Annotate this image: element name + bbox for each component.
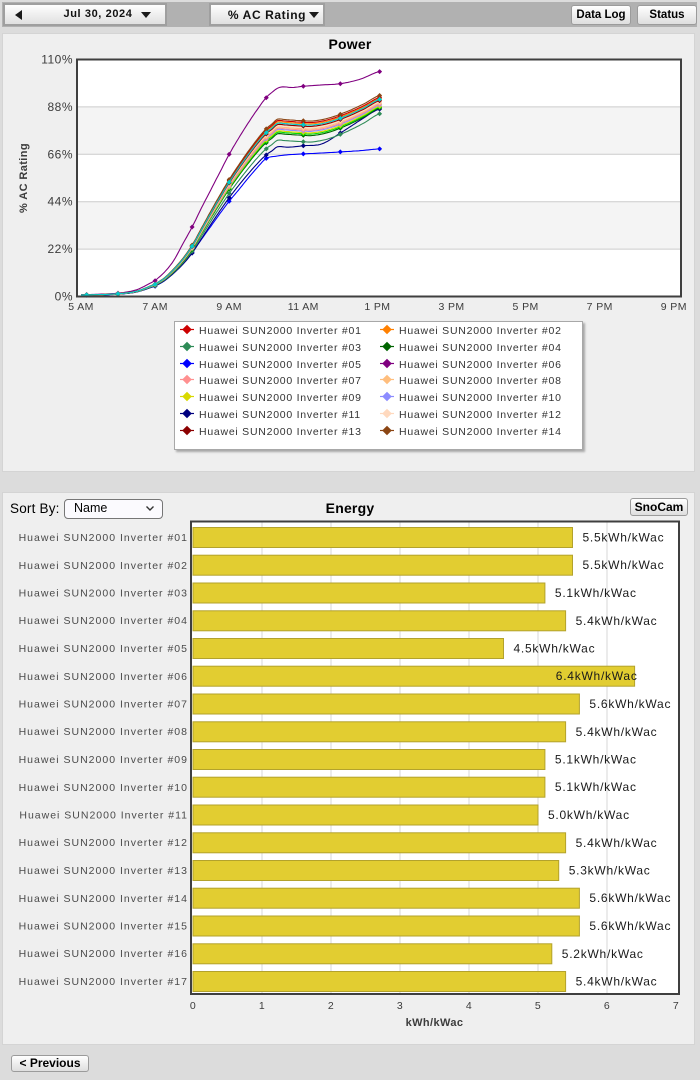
svg-text:11 AM: 11 AM [288,301,319,313]
svg-text:Huawei SUN2000 Inverter #03: Huawei SUN2000 Inverter #03 [19,588,188,600]
svg-text:5.6kWh/kWac: 5.6kWh/kWac [589,697,671,711]
svg-text:5.5kWh/kWac: 5.5kWh/kWac [583,558,665,572]
svg-text:Huawei SUN2000 Inverter #08: Huawei SUN2000 Inverter #08 [19,726,188,738]
svg-text:Huawei SUN2000 Inverter #09: Huawei SUN2000 Inverter #09 [19,754,188,766]
svg-text:5.0kWh/kWac: 5.0kWh/kWac [548,808,630,822]
svg-text:7 PM: 7 PM [587,301,613,313]
svg-text:9 PM: 9 PM [661,301,687,313]
svg-text:Huawei SUN2000 Inverter #12: Huawei SUN2000 Inverter #12 [19,837,188,849]
svg-text:4: 4 [466,1000,472,1012]
svg-text:4.5kWh/kWac: 4.5kWh/kWac [514,642,596,656]
svg-text:2: 2 [328,1000,334,1012]
svg-text:6.4kWh/kWac: 6.4kWh/kWac [556,669,638,683]
svg-text:5.1kWh/kWac: 5.1kWh/kWac [555,780,637,794]
svg-text:5.5kWh/kWac: 5.5kWh/kWac [583,531,665,545]
svg-text:6: 6 [604,1000,610,1012]
svg-text:88%: 88% [47,100,73,114]
svg-text:% AC Rating: % AC Rating [18,143,30,213]
svg-text:5.1kWh/kWac: 5.1kWh/kWac [555,586,637,600]
svg-text:0%: 0% [55,290,73,304]
svg-text:3 PM: 3 PM [438,301,464,313]
svg-text:5.4kWh/kWac: 5.4kWh/kWac [576,836,658,850]
svg-text:Huawei SUN2000 Inverter #15: Huawei SUN2000 Inverter #15 [19,921,188,933]
svg-text:44%: 44% [47,195,73,209]
svg-text:kWh/kWac: kWh/kWac [406,1017,464,1029]
svg-text:Huawei SUN2000 Inverter #17: Huawei SUN2000 Inverter #17 [19,976,188,988]
svg-text:7: 7 [673,1000,679,1012]
svg-text:1: 1 [259,1000,265,1012]
svg-text:7 AM: 7 AM [142,301,168,313]
svg-text:Huawei SUN2000 Inverter #04: Huawei SUN2000 Inverter #04 [19,615,188,627]
svg-text:Huawei SUN2000 Inverter #16: Huawei SUN2000 Inverter #16 [19,948,188,960]
svg-text:Huawei SUN2000 Inverter #05: Huawei SUN2000 Inverter #05 [19,643,188,655]
svg-text:5.4kWh/kWac: 5.4kWh/kWac [576,725,658,739]
svg-text:66%: 66% [47,147,73,161]
svg-text:1 PM: 1 PM [364,301,390,313]
svg-text:Huawei SUN2000 Inverter #01: Huawei SUN2000 Inverter #01 [19,532,188,544]
svg-text:3: 3 [397,1000,403,1012]
svg-text:Huawei SUN2000 Inverter #11: Huawei SUN2000 Inverter #11 [19,810,188,822]
svg-text:9 AM: 9 AM [216,301,242,313]
svg-text:110%: 110% [41,53,73,67]
svg-text:5.3kWh/kWac: 5.3kWh/kWac [569,864,651,878]
svg-text:5.4kWh/kWac: 5.4kWh/kWac [576,975,658,989]
svg-text:5.6kWh/kWac: 5.6kWh/kWac [589,919,671,933]
svg-text:5.6kWh/kWac: 5.6kWh/kWac [589,891,671,905]
svg-text:5.2kWh/kWac: 5.2kWh/kWac [562,947,644,961]
svg-text:Huawei SUN2000 Inverter #10: Huawei SUN2000 Inverter #10 [19,782,188,794]
svg-text:5: 5 [535,1000,541,1012]
svg-text:Huawei SUN2000 Inverter #13: Huawei SUN2000 Inverter #13 [19,865,188,877]
svg-text:5 PM: 5 PM [513,301,539,313]
svg-text:Huawei SUN2000 Inverter #14: Huawei SUN2000 Inverter #14 [19,893,188,905]
svg-text:5 AM: 5 AM [68,301,94,313]
svg-text:5.4kWh/kWac: 5.4kWh/kWac [576,614,658,628]
svg-text:Huawei SUN2000 Inverter #02: Huawei SUN2000 Inverter #02 [19,560,188,572]
svg-text:Huawei SUN2000 Inverter #07: Huawei SUN2000 Inverter #07 [19,699,188,711]
svg-text:Huawei SUN2000 Inverter #06: Huawei SUN2000 Inverter #06 [19,671,188,683]
svg-text:22%: 22% [47,242,73,256]
svg-text:5.1kWh/kWac: 5.1kWh/kWac [555,753,637,767]
svg-text:0: 0 [190,1000,196,1012]
